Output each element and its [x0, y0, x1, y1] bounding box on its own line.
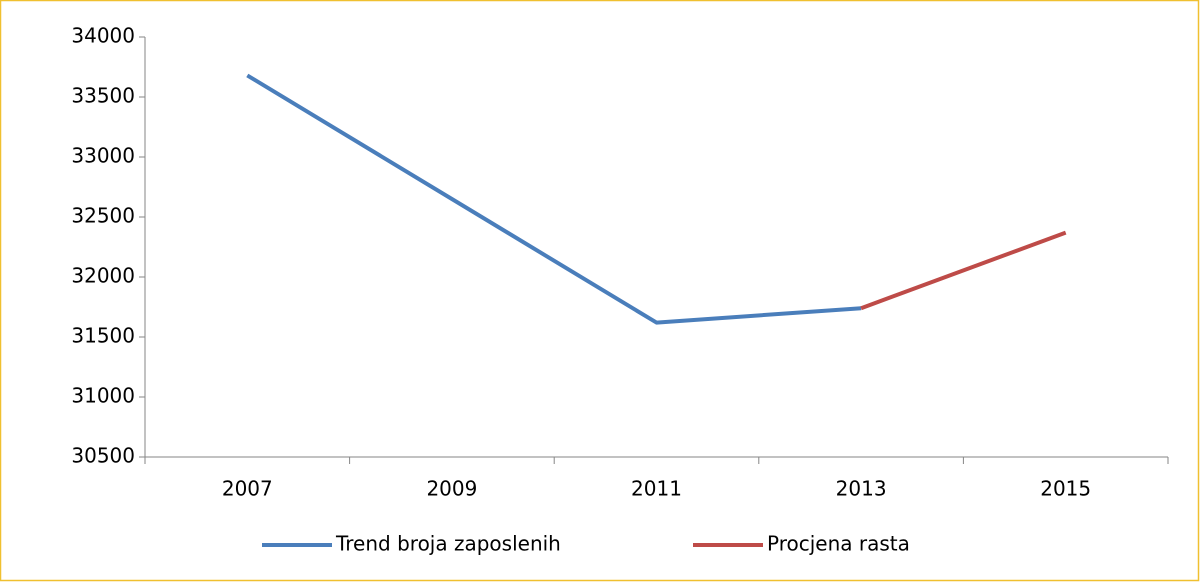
- x-tick-label: 2007: [222, 477, 273, 501]
- series-line: [860, 230, 1067, 311]
- y-tick-label: 34000: [71, 24, 135, 48]
- y-tick-label: 31500: [71, 324, 135, 348]
- y-tick-label: 30500: [71, 444, 135, 468]
- legend-label: Procjena rasta: [767, 532, 910, 556]
- x-tick-label: 2015: [1040, 477, 1091, 501]
- y-tick-label: 32500: [71, 204, 135, 228]
- y-tick-label: 31000: [71, 384, 135, 408]
- y-tick-label: 33500: [71, 84, 135, 108]
- x-tick-label: 2013: [836, 477, 887, 501]
- y-tick-label: 32000: [71, 264, 135, 288]
- legend-label: Trend broja zaposlenih: [335, 532, 561, 556]
- x-tick-label: 2011: [631, 477, 682, 501]
- x-tick-label: 2009: [426, 477, 477, 501]
- y-tick-label: 33000: [71, 144, 135, 168]
- series-line: [246, 73, 862, 325]
